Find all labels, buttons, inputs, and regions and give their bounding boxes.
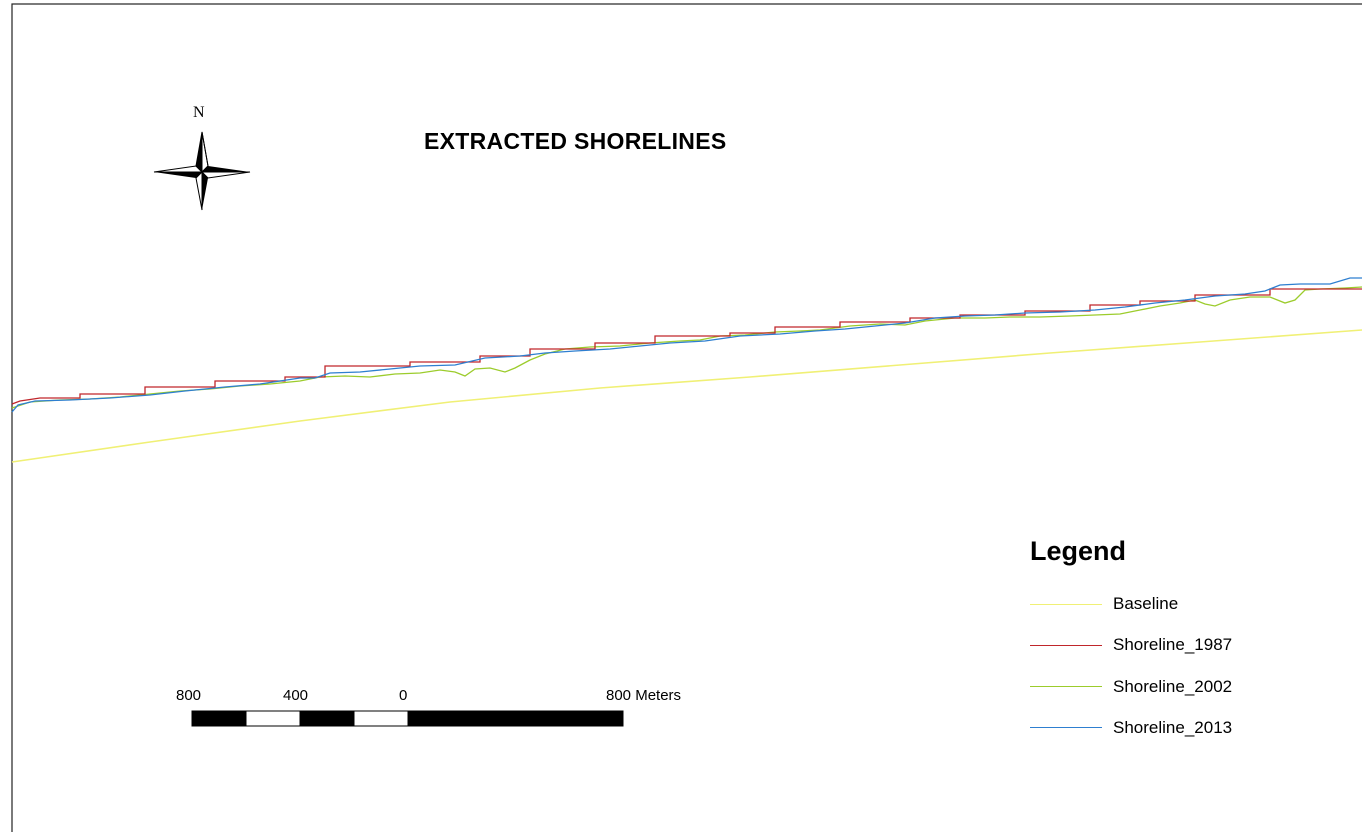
scale-label-800-meters: 800 Meters	[606, 687, 682, 704]
scale-label-800-left: 800	[176, 687, 202, 704]
scale-segment	[245, 710, 301, 727]
shoreline-2013-line	[11, 277, 1362, 413]
legend-swatch-shoreline-2002	[1030, 686, 1102, 687]
legend-label-baseline: Baseline	[1113, 594, 1179, 613]
shoreline-1987-line	[11, 288, 1362, 405]
scale-bar	[191, 710, 624, 727]
scale-segment	[353, 710, 409, 727]
legend-label-shoreline-2013: Shoreline_2013	[1113, 718, 1233, 737]
north-label: N	[193, 104, 205, 121]
scale-label-400: 400	[283, 687, 309, 704]
legend-swatch-baseline	[1030, 604, 1102, 605]
legend-swatch-shoreline-1987	[1030, 645, 1102, 646]
shoreline-2002-line	[11, 286, 1362, 409]
legend-label-shoreline-2002: Shoreline_2002	[1113, 677, 1233, 696]
baseline-line	[11, 329, 1362, 463]
scale-segment	[407, 710, 624, 727]
map-frame-border	[11, 3, 1362, 832]
scale-segment	[191, 710, 247, 727]
scale-segment	[299, 710, 355, 727]
map-title: EXTRACTED SHORELINES	[424, 128, 727, 154]
scale-label-0: 0	[399, 687, 408, 704]
legend-label-shoreline-1987: Shoreline_1987	[1113, 635, 1233, 654]
north-arrow-icon	[153, 131, 251, 211]
legend-swatch-shoreline-2013	[1030, 727, 1102, 728]
legend-title: Legend	[1030, 536, 1127, 566]
